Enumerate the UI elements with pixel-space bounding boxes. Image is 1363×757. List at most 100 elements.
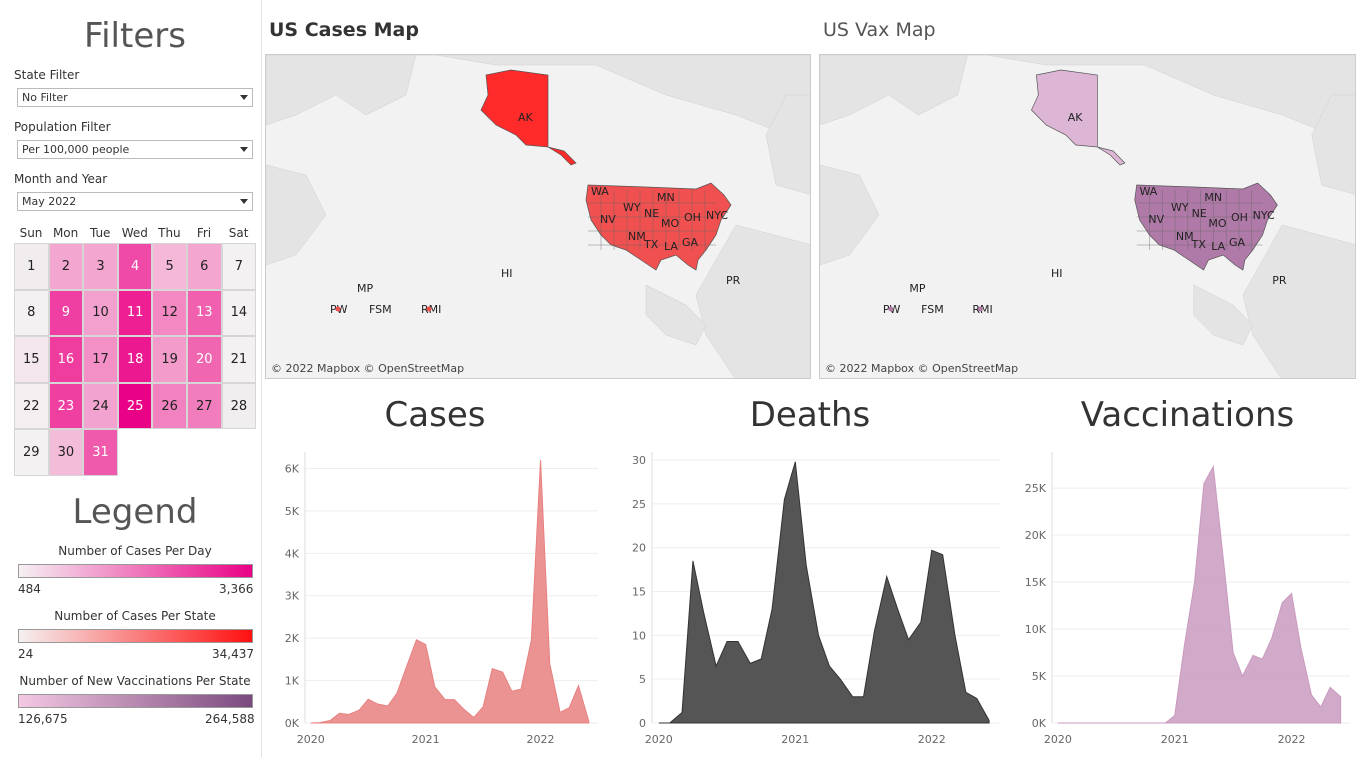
weekday-label: Thu [158, 226, 181, 240]
y-tick-label: 3K [285, 590, 300, 603]
cases-chart: 0K 1K 2K 3K 4K 5K 6K 2020 2021 2022 [285, 452, 598, 746]
calendar-day[interactable]: 7 [221, 243, 257, 290]
calendar-day[interactable]: 15 [14, 336, 49, 383]
legend-min-value: 484 [18, 582, 41, 596]
calendar-day[interactable]: 21 [221, 336, 257, 383]
calendar-day[interactable]: 9 [48, 289, 84, 337]
state-alaska[interactable] [480, 69, 577, 166]
y-tick-label: 10K [1025, 623, 1047, 636]
state-label: OH [1231, 211, 1248, 224]
state-label: MN [657, 191, 675, 204]
area-series[interactable] [1057, 464, 1342, 724]
territory-marker[interactable] [335, 306, 341, 312]
y-tick-label: 30 [632, 454, 646, 467]
chevron-down-icon [240, 199, 248, 204]
calendar-day[interactable]: 31 [83, 429, 118, 476]
population-filter-label: Population Filter [14, 120, 111, 134]
state-label: NYC [1253, 209, 1275, 222]
calendar-day[interactable]: 20 [187, 336, 222, 383]
legend-min-value: 24 [18, 647, 34, 661]
legend-max-value: 264,588 [205, 712, 255, 726]
state-label: NE [1192, 207, 1207, 220]
calendar-day[interactable]: 27 [187, 382, 222, 430]
population-filter-select[interactable]: Per 100,000 people [17, 140, 253, 159]
legend-title: Legend [72, 492, 198, 532]
state-label: PR [1272, 274, 1287, 287]
calendar-day[interactable]: 18 [117, 336, 153, 383]
state-filter-select[interactable]: No Filter [17, 88, 253, 107]
cases-map[interactable]: AKWAMNWYNENVOHNYCMONMTXLAGAHIPRMPPWFSMRM… [265, 54, 811, 379]
calendar-day[interactable]: 17 [83, 336, 118, 383]
calendar-day[interactable]: 25 [117, 382, 153, 430]
weekday-label: Fri [196, 226, 212, 240]
state-label: AK [1068, 111, 1084, 124]
calendar-day[interactable]: 29 [14, 429, 49, 476]
calendar-weekday-header: Sun Mon Tue Wed Thu Fri Sat [14, 226, 256, 242]
calendar-day[interactable]: 12 [152, 289, 187, 337]
state-label: GA [682, 236, 699, 249]
land-shape [695, 224, 810, 378]
area-series[interactable] [658, 461, 990, 724]
state-label: NV [600, 213, 616, 226]
state-label: HI [501, 267, 513, 280]
land-shape [645, 284, 707, 346]
month-year-select[interactable]: May 2022 [17, 192, 253, 211]
vaccinations-chart-title: Vaccinations [1080, 395, 1295, 435]
state-label: MO [661, 217, 679, 230]
state-label: GA [1229, 236, 1246, 249]
calendar-day[interactable]: 28 [221, 382, 257, 430]
calendar-day[interactable]: 16 [48, 336, 84, 383]
map-attribution: © 2022 Mapbox © OpenStreetMap [825, 362, 1019, 375]
land-shape [266, 55, 810, 145]
y-tick-label: 25 [632, 498, 646, 511]
calendar-day[interactable]: 1 [14, 243, 49, 290]
vax-map[interactable]: AKWAMNWYNENVOHNYCMONMTXLAGAHIPRMPPWFSMRM… [819, 54, 1356, 379]
calendar-day[interactable]: 2 [48, 243, 84, 290]
state-filter-value: No Filter [22, 91, 68, 104]
state-alaska[interactable] [1031, 69, 1126, 166]
calendar-day[interactable]: 24 [83, 382, 118, 430]
calendar-day[interactable]: 11 [117, 289, 153, 337]
legend-max-value: 3,366 [219, 582, 254, 596]
x-tick-label: 2020 [297, 733, 325, 746]
calendar-day[interactable]: 5 [152, 243, 187, 290]
calendar-day[interactable]: 6 [187, 243, 222, 290]
state-label: NM [1176, 230, 1194, 243]
x-tick-label: 2020 [1044, 733, 1072, 746]
state-label: HI [1051, 267, 1063, 280]
x-tick-label: 2022 [1278, 733, 1306, 746]
calendar-day[interactable]: 4 [117, 243, 153, 290]
territory-marker[interactable] [977, 306, 983, 312]
state-label: PR [726, 274, 741, 287]
y-tick-label: 5K [1032, 670, 1047, 683]
land-shape [1193, 284, 1254, 346]
vaccinations-chart: 0K 5K 10K 15K 20K 25K 2020 2021 2022 [1025, 452, 1350, 746]
y-tick-label: 5K [285, 505, 300, 518]
calendar-day[interactable]: 23 [48, 382, 84, 430]
state-label: NM [628, 230, 646, 243]
calendar-day[interactable]: 19 [152, 336, 187, 383]
calendar-day[interactable]: 3 [83, 243, 118, 290]
lower-48-states[interactable] [585, 182, 732, 271]
calendar-day[interactable]: 13 [187, 289, 222, 337]
x-tick-label: 2021 [1161, 733, 1189, 746]
cases-map-title: US Cases Map [269, 19, 419, 41]
lower-48-states[interactable] [1134, 182, 1278, 271]
weekday-label: Sat [228, 226, 249, 240]
state-label: LA [1211, 240, 1225, 253]
calendar-day[interactable]: 14 [221, 289, 257, 337]
calendar-day[interactable]: 30 [48, 429, 84, 476]
land-shape [820, 55, 1355, 145]
territory-marker[interactable] [888, 306, 894, 312]
calendar-day[interactable]: 10 [83, 289, 118, 337]
land-shape [1242, 224, 1355, 378]
territory-marker[interactable] [426, 306, 432, 312]
calendar-day[interactable]: 26 [152, 382, 187, 430]
legend-caption: Number of New Vaccinations Per State [19, 674, 251, 688]
state-label: MP [357, 282, 373, 295]
vax-map-svg: AKWAMNWYNENVOHNYCMONMTXLAGAHIPRMPPWFSMRM… [820, 55, 1355, 378]
calendar-day[interactable]: 8 [14, 289, 49, 337]
state-label: MN [1204, 191, 1222, 204]
area-series[interactable] [310, 459, 590, 724]
calendar-day[interactable]: 22 [14, 382, 49, 430]
